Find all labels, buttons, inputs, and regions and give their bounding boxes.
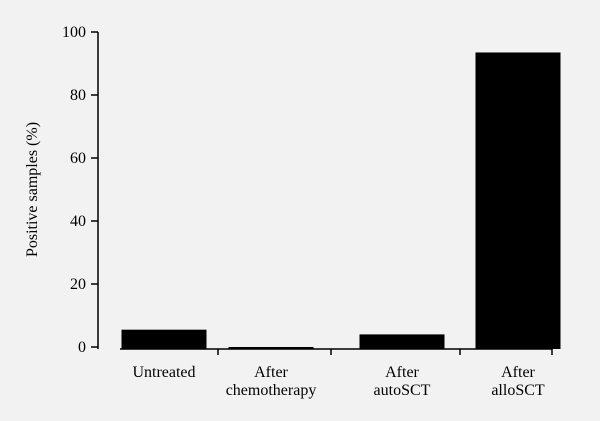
y-axis-title: Positive samples (%) bbox=[24, 122, 41, 257]
bar bbox=[359, 334, 445, 349]
bar bbox=[475, 52, 561, 349]
y-tick-label: 40 bbox=[70, 213, 86, 230]
x-ticks bbox=[217, 349, 553, 355]
bar bbox=[228, 347, 314, 349]
category-label: After chemotherapy bbox=[226, 364, 317, 399]
y-tick-label: 80 bbox=[70, 87, 86, 104]
bar bbox=[121, 329, 207, 349]
category-label: Untreated bbox=[132, 364, 195, 381]
category-labels: Untreated After chemotherapy After autoSCT Af… bbox=[132, 364, 544, 399]
y-axis: 0 20 40 60 80 100 bbox=[62, 24, 99, 356]
y-ticks: 0 20 40 60 80 100 bbox=[62, 24, 98, 356]
x-axis bbox=[120, 348, 553, 355]
category-label: After autoSCT bbox=[374, 364, 431, 399]
y-tick-label: 100 bbox=[62, 24, 86, 41]
bars bbox=[121, 52, 561, 349]
category-label: After alloSCT bbox=[491, 364, 545, 399]
y-tick-label: 20 bbox=[70, 276, 86, 293]
y-tick-label: 0 bbox=[78, 339, 86, 356]
y-tick-label: 60 bbox=[70, 150, 86, 167]
